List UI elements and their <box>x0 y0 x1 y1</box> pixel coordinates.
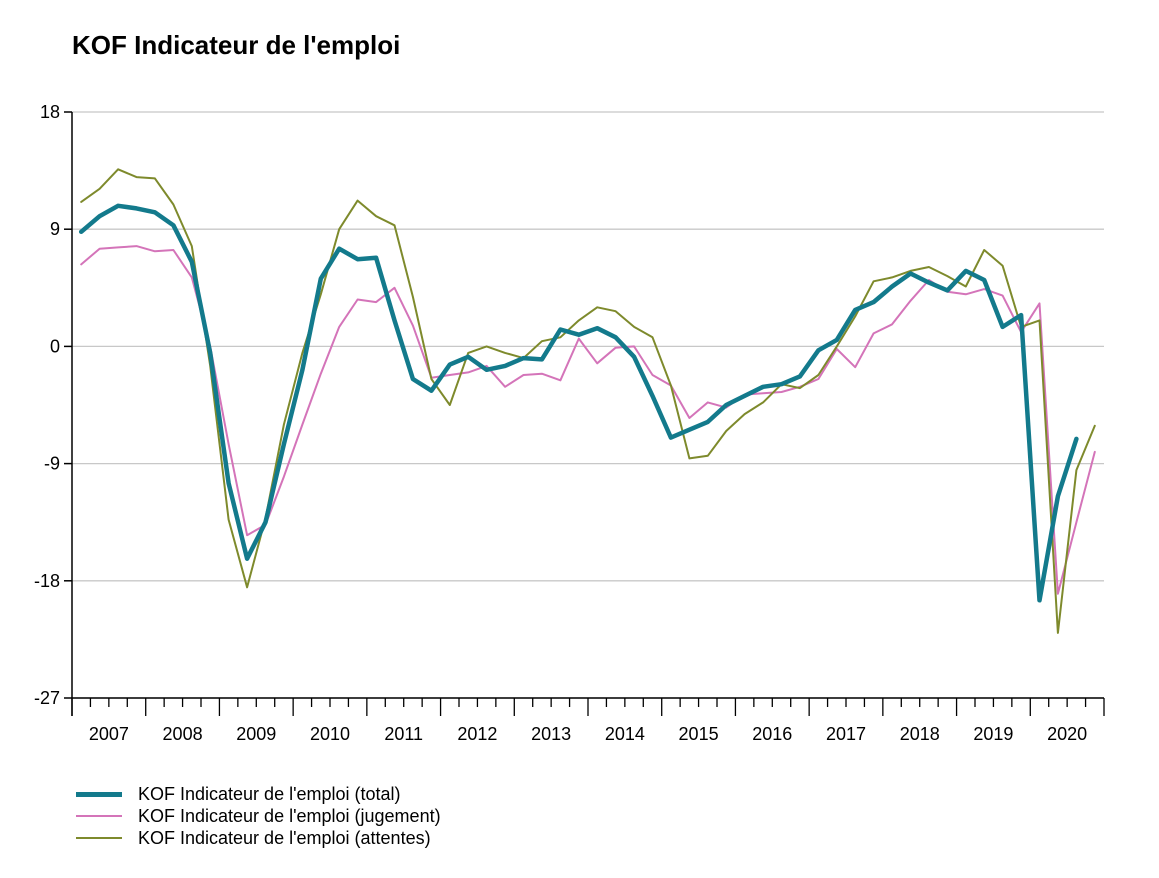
x-tick-label: 2009 <box>236 724 276 744</box>
y-axis-ticks: 18 9 0 -9 -18 -27 <box>34 102 72 708</box>
x-tick-label: 2014 <box>605 724 645 744</box>
legend-label: KOF Indicateur de l'emploi (total) <box>138 783 401 804</box>
x-tick-label: 2017 <box>826 724 866 744</box>
line-chart: 18 9 0 -9 -18 -27 2007 2008 2009 2010 2011 2012 201… <box>34 102 1105 744</box>
x-tick-label: 2008 <box>163 724 203 744</box>
chart-title: KOF Indicateur de l'emploi <box>72 30 401 60</box>
x-tick-label: 2013 <box>531 724 571 744</box>
x-tick-label: 2016 <box>752 724 792 744</box>
legend-item: KOF Indicateur de l'emploi (attentes) <box>76 827 441 849</box>
x-tick-label: 2010 <box>310 724 350 744</box>
legend-label: KOF Indicateur de l'emploi (attentes) <box>138 827 431 848</box>
legend-swatch <box>76 815 122 817</box>
legend-swatch <box>76 837 122 839</box>
y-tick-label: 0 <box>50 336 60 356</box>
y-tick-label: -27 <box>34 688 60 708</box>
series-line-0 <box>78 203 1079 603</box>
x-tick-label: 2018 <box>900 724 940 744</box>
legend: KOF Indicateur de l'emploi (total) KOF In… <box>76 783 441 849</box>
grid-lines <box>72 111 1104 699</box>
legend-item: KOF Indicateur de l'emploi (jugement) <box>76 805 441 827</box>
series-line-1 <box>80 245 1096 595</box>
series-line-2 <box>80 168 1096 634</box>
series-lines <box>78 168 1096 634</box>
legend-label: KOF Indicateur de l'emploi (jugement) <box>138 805 441 826</box>
y-tick-label: -9 <box>44 454 60 474</box>
x-tick-label: 2020 <box>1047 724 1087 744</box>
x-tick-label: 2019 <box>973 724 1013 744</box>
y-tick-label: 18 <box>40 102 60 122</box>
legend-item: KOF Indicateur de l'emploi (total) <box>76 783 441 805</box>
x-tick-label: 2007 <box>89 724 129 744</box>
x-axis-ticks: 2007 2008 2009 2010 2011 2012 2013 2014 2015 2016… <box>71 698 1105 744</box>
legend-swatch <box>76 791 122 797</box>
x-tick-label: 2015 <box>679 724 719 744</box>
x-tick-label: 2012 <box>457 724 497 744</box>
x-tick-label: 2011 <box>384 724 423 744</box>
y-tick-label: 9 <box>50 219 60 239</box>
y-tick-label: -18 <box>34 571 60 591</box>
